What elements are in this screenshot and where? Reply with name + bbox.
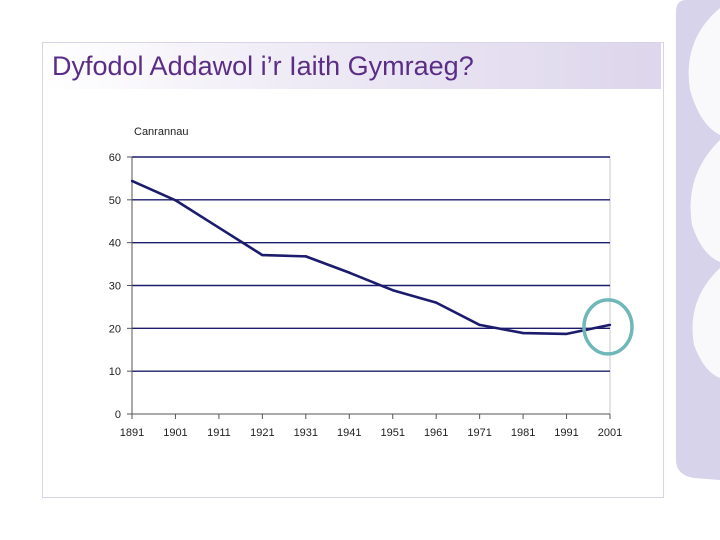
y-tick-label-20: 20 [109, 323, 121, 335]
y-tick-label-60: 60 [109, 152, 121, 164]
data-point-1911 [218, 226, 220, 228]
y-tick-label-0: 0 [115, 409, 121, 421]
data-point-1961 [435, 301, 437, 303]
data-point-1901 [174, 199, 176, 201]
x-tick-label-2001: 2001 [598, 427, 622, 439]
x-tick-label-1991: 1991 [554, 427, 578, 439]
x-tick-label-1931: 1931 [294, 427, 318, 439]
x-tick-label-1941: 1941 [337, 427, 361, 439]
x-tick-label-1901: 1901 [163, 427, 187, 439]
data-point-1941 [348, 271, 350, 273]
data-point-1981 [522, 332, 524, 334]
data-point-2001 [609, 324, 611, 326]
y-tick-label-40: 40 [109, 238, 121, 250]
data-point-1921 [261, 254, 263, 256]
highlight-circle-annotation [584, 300, 632, 354]
x-tick-label-1911: 1911 [207, 427, 231, 439]
data-point-1991 [565, 333, 567, 335]
x-tick-label-1951: 1951 [380, 427, 404, 439]
x-tick-label-1891: 1891 [120, 427, 144, 439]
x-tick-label-1921: 1921 [250, 427, 274, 439]
y-tick-label-30: 30 [109, 281, 121, 293]
series-line-0 [132, 181, 610, 334]
x-tick-label-1971: 1971 [467, 427, 491, 439]
y-tick-label-50: 50 [109, 195, 121, 207]
data-point-1931 [305, 255, 307, 257]
y-axis-label: Canrannau [134, 126, 188, 138]
data-point-1891 [131, 180, 133, 182]
data-point-1971 [478, 324, 480, 326]
data-point-1951 [392, 289, 394, 291]
x-tick-label-1981: 1981 [511, 427, 535, 439]
x-tick-label-1961: 1961 [424, 427, 448, 439]
y-tick-label-10: 10 [109, 366, 121, 378]
